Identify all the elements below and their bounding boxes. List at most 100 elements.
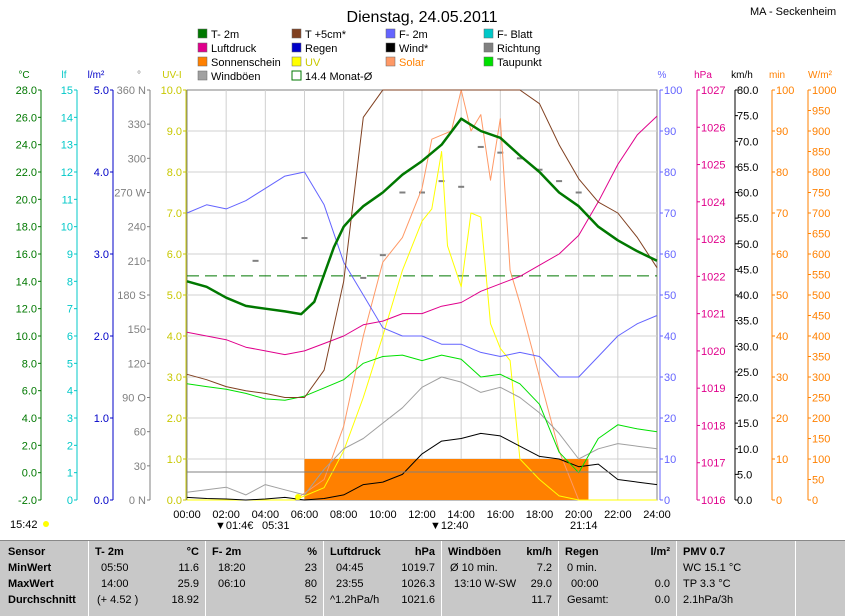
leaf-tick-label: 13 xyxy=(61,140,73,152)
series-taupunkt xyxy=(186,354,658,474)
pmv-windchill: WC 15.1 °C xyxy=(683,562,742,574)
pres-tick-label: 1026 xyxy=(701,122,725,134)
dir-tick-label: 300 xyxy=(128,153,146,165)
leaf-tick-label: 7 xyxy=(67,304,73,316)
legend-swatch xyxy=(197,28,208,39)
dir-tick-label: 180 S xyxy=(117,290,146,302)
pres-tick-label: 1023 xyxy=(701,234,725,246)
f2m-min-time: 18:20 xyxy=(218,562,246,574)
solar-tick-label: 500 xyxy=(812,290,830,302)
temp-tick-label: 8.0 xyxy=(22,358,37,370)
uv-tick-label: 1.0 xyxy=(167,454,182,466)
temp-tick-label: 6.0 xyxy=(22,386,37,398)
hum-tick-label: 100 xyxy=(664,85,682,97)
legend-label: T +5cm* xyxy=(305,29,347,41)
series-luftdruck xyxy=(186,115,658,356)
dir-axis-title: ° xyxy=(137,70,141,81)
col-gust: Windböen km/h Ø 10 min. 7.2 13:10 W-SW 2… xyxy=(442,541,559,616)
series-f-2m xyxy=(186,171,658,378)
legend: T- 2m T +5cm* F- 2m F- Blatt Luftdruck Regen W… xyxy=(197,28,542,83)
legend-swatch xyxy=(483,56,494,67)
sun-tick-label: 80 xyxy=(776,167,788,179)
time-tick-label: 04:00 xyxy=(252,509,280,521)
solar-tick-label: 750 xyxy=(812,188,830,200)
wind-tick-label: 20.0 xyxy=(737,393,758,405)
press-max-val: 1026.3 xyxy=(401,578,435,590)
time-tick-label: 14:00 xyxy=(447,509,475,521)
solar-tick-label: 700 xyxy=(812,208,830,220)
rain-tick-label: 0.0 xyxy=(94,495,109,507)
direction-point xyxy=(497,151,504,154)
f2m-unit: % xyxy=(307,546,317,558)
legend-label: F- Blatt xyxy=(497,29,532,41)
direction-point xyxy=(301,237,308,240)
hum-axis-title: % xyxy=(658,70,667,81)
time-tick-label: 20:00 xyxy=(565,509,593,521)
dir-tick-label: 150 xyxy=(128,324,146,336)
t2m-unit: °C xyxy=(186,546,199,558)
legend-swatch xyxy=(197,56,208,67)
time-tick-label: 02:00 xyxy=(212,509,240,521)
rain-tick-label: 3.0 xyxy=(94,249,109,261)
f2m-max-time: 06:10 xyxy=(218,578,246,590)
press-avg-val: 1021.6 xyxy=(401,594,435,606)
pres-tick-label: 1027 xyxy=(701,85,725,97)
leaf-tick-label: 11 xyxy=(62,194,73,206)
temp-tick-label: 12.0 xyxy=(16,304,37,316)
time-tick-label: 18:00 xyxy=(526,509,554,521)
legend-label: Wind* xyxy=(399,43,429,55)
dir-tick-label: 210 xyxy=(128,256,146,268)
rain-total-val: 0.0 xyxy=(654,594,670,606)
rain-axis-title: l/m² xyxy=(88,70,105,81)
f2m-avg-val: 52 xyxy=(304,594,317,606)
gust-max-val: 29.0 xyxy=(530,578,552,590)
direction-point xyxy=(556,180,563,183)
pmv-dewpoint: TP 3.3 °C xyxy=(683,578,731,590)
leaf-tick-label: 5 xyxy=(67,358,73,370)
temp-tick-label: 16.0 xyxy=(16,249,37,261)
uv-axis-title: UV-I xyxy=(162,70,181,81)
wind-tick-label: 80.0 xyxy=(737,85,758,97)
legend-swatch xyxy=(483,42,494,53)
rain-header: Regen xyxy=(565,546,599,558)
wind-axis-title: km/h xyxy=(731,70,753,81)
leaf-tick-label: 3 xyxy=(67,413,73,425)
pmv-header: PMV 0.7 xyxy=(683,546,726,558)
dir-tick-label: 30 xyxy=(134,461,146,473)
time-tick-label: 12:00 xyxy=(408,509,436,521)
row-label-avg: Durchschnitt xyxy=(8,594,76,606)
solar-tick-label: 50 xyxy=(812,475,824,487)
solar-tick-label: 650 xyxy=(812,229,830,241)
wind-tick-label: 70.0 xyxy=(737,136,758,148)
solar-tick-label: 450 xyxy=(812,311,830,323)
gust-unit: km/h xyxy=(526,546,552,558)
marker-sunrise1: ▼01:4€ xyxy=(215,520,253,532)
col-labels: Sensor MinWert MaxWert Durchschnitt xyxy=(0,541,89,616)
direction-point xyxy=(360,276,367,279)
temp-tick-label: 22.0 xyxy=(16,167,37,179)
moon-icon xyxy=(43,521,49,527)
legend-label: Windböen xyxy=(211,71,261,83)
rain-tick-label: 2.0 xyxy=(94,331,109,343)
leaf-tick-label: 14 xyxy=(61,112,73,124)
wind-tick-label: 15.0 xyxy=(737,418,758,430)
rain-tick-label: 5.0 xyxy=(94,85,109,97)
legend-label: UV xyxy=(305,57,321,69)
rain-tick-label: 4.0 xyxy=(94,167,109,179)
legend-label: Sonnenschein xyxy=(211,57,281,69)
t2m-avg-delta: (+ 4.52 ) xyxy=(97,594,139,606)
solar-tick-label: 300 xyxy=(812,372,830,384)
chart-title: Dienstag, 24.05.2011 xyxy=(347,9,498,26)
temp-tick-label: 0.0 xyxy=(22,468,37,480)
press-unit: hPa xyxy=(414,546,435,558)
leaf-tick-label: 10 xyxy=(61,222,73,234)
hum-tick-label: 40 xyxy=(664,331,676,343)
f2m-max-val: 80 xyxy=(304,578,317,590)
wind-tick-label: 25.0 xyxy=(737,367,758,379)
solar-tick-label: 100 xyxy=(812,454,830,466)
solar-tick-label: 600 xyxy=(812,249,830,261)
uv-tick-label: 5.0 xyxy=(167,290,182,302)
station-name: MA - Seckenheim xyxy=(750,6,836,18)
direction-point xyxy=(419,191,425,194)
sun-axis-title: min xyxy=(769,70,785,81)
